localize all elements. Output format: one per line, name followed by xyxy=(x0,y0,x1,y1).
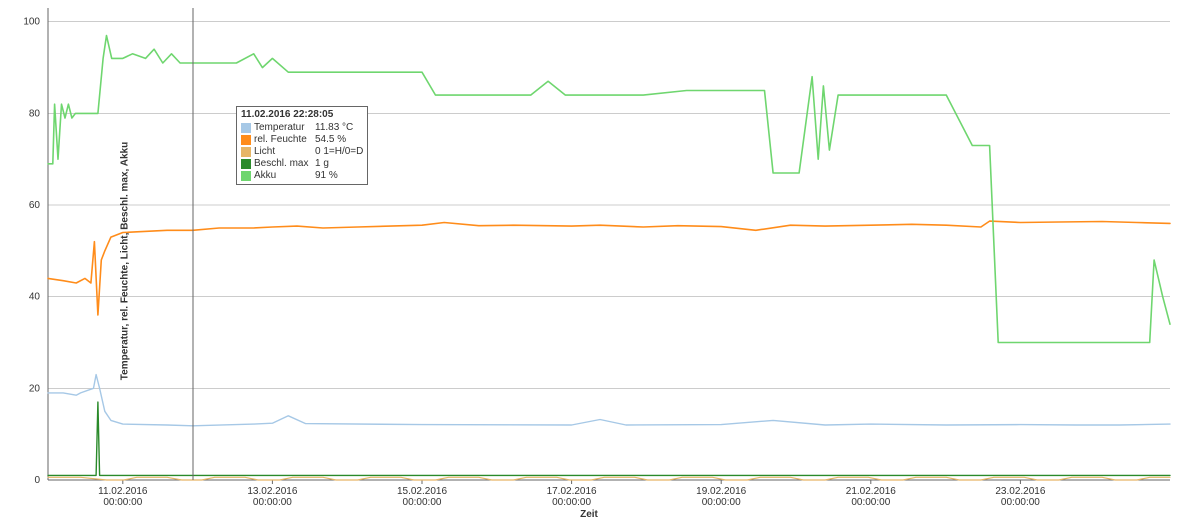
x-tick-date: 17.02.2016 xyxy=(547,486,597,497)
x-tick-date: 11.02.2016 xyxy=(98,486,148,497)
y-tick-label: 20 xyxy=(29,383,41,394)
tooltip-series-name: Temperatur xyxy=(254,122,312,134)
tooltip-swatch xyxy=(241,123,251,133)
tooltip-series-name: rel. Feuchte xyxy=(254,134,312,146)
y-tick-label: 100 xyxy=(23,17,40,28)
tooltip-series-value: 91 % xyxy=(315,170,338,182)
tooltip-series-value: 1 g xyxy=(315,158,329,170)
tooltip-swatch xyxy=(241,135,251,145)
y-tick-label: 0 xyxy=(34,475,40,486)
x-tick-date: 13.02.2016 xyxy=(247,486,297,497)
x-tick-time: 00:00:00 xyxy=(1001,497,1040,508)
x-tick-time: 00:00:00 xyxy=(253,497,292,508)
x-tick-time: 00:00:00 xyxy=(103,497,142,508)
tooltip-row: rel. Feuchte54.5 % xyxy=(241,134,363,146)
x-tick-date: 15.02.2016 xyxy=(397,486,447,497)
y-axis-label: Temperatur, rel. Feuchte, Licht, Beschl.… xyxy=(120,142,131,380)
x-tick-time: 00:00:00 xyxy=(552,497,591,508)
sensor-time-series-chart[interactable]: 02040608010011.02.201600:00:0013.02.2016… xyxy=(0,0,1178,522)
tooltip-series-value: 11.83 °C xyxy=(315,122,353,134)
tooltip-row: Beschl. max1 g xyxy=(241,158,363,170)
tooltip-series-name: Beschl. max xyxy=(254,158,312,170)
tooltip-swatch xyxy=(241,147,251,157)
y-tick-label: 60 xyxy=(29,200,41,211)
x-tick-time: 00:00:00 xyxy=(851,497,890,508)
y-tick-label: 40 xyxy=(29,292,41,303)
x-tick-date: 21.02.2016 xyxy=(846,486,896,497)
chart-svg[interactable]: 02040608010011.02.201600:00:0013.02.2016… xyxy=(0,0,1178,522)
x-axis-label: Zeit xyxy=(580,509,598,520)
tooltip-series-value: 54.5 % xyxy=(315,134,346,146)
tooltip-row: Akku91 % xyxy=(241,170,363,182)
x-tick-date: 19.02.2016 xyxy=(696,486,746,497)
tooltip-swatch xyxy=(241,171,251,181)
tooltip-row: Licht0 1=H/0=D xyxy=(241,146,363,158)
tooltip-series-value: 0 1=H/0=D xyxy=(315,146,363,158)
x-tick-date: 23.02.2016 xyxy=(995,486,1045,497)
x-tick-time: 00:00:00 xyxy=(403,497,442,508)
x-tick-time: 00:00:00 xyxy=(702,497,741,508)
hover-tooltip: 11.02.2016 22:28:05 Temperatur11.83 °Cre… xyxy=(236,106,368,185)
tooltip-row: Temperatur11.83 °C xyxy=(241,122,363,134)
y-tick-label: 80 xyxy=(29,108,41,119)
tooltip-series-name: Akku xyxy=(254,170,312,182)
tooltip-series-name: Licht xyxy=(254,146,312,158)
tooltip-swatch xyxy=(241,159,251,169)
tooltip-title: 11.02.2016 22:28:05 xyxy=(241,109,363,121)
